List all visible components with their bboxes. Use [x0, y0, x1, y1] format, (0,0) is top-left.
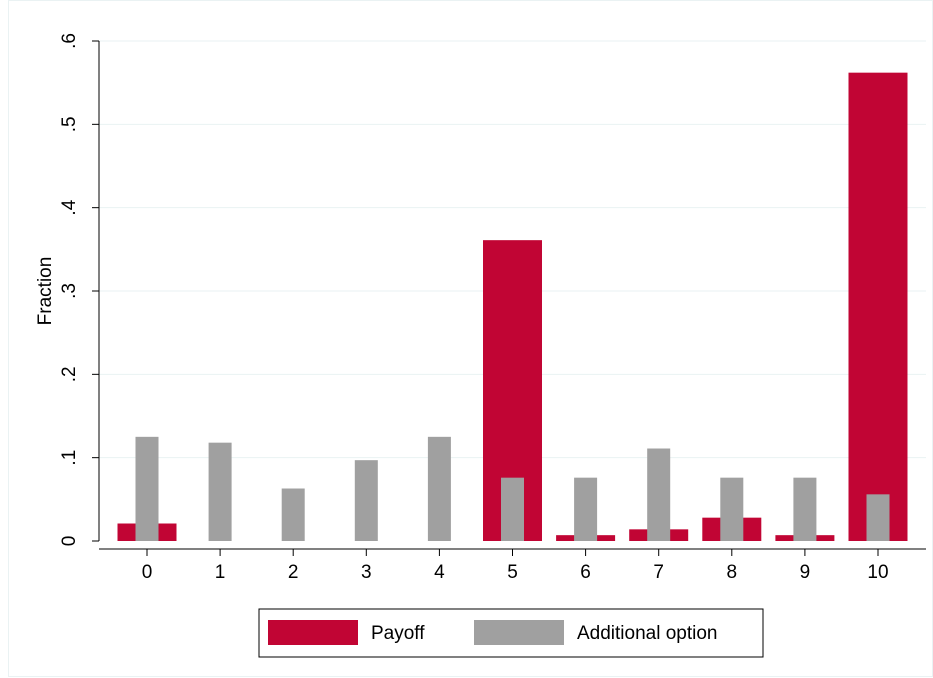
- bar-additional-option-3: [354, 460, 378, 541]
- x-tick-label: 3: [361, 562, 372, 583]
- y-tick-label: .5: [59, 116, 80, 132]
- y-tick-label: .4: [59, 199, 80, 215]
- x-tick-label: 4: [434, 562, 445, 583]
- legend: Payoff Additional option: [258, 608, 764, 658]
- bar-additional-option-8: [720, 477, 744, 541]
- bar-additional-option-4: [427, 436, 451, 541]
- y-tick-label: .2: [59, 366, 80, 382]
- y-tick-label: .6: [59, 33, 80, 49]
- bars: [117, 72, 908, 542]
- legend-swatch-payoff: [268, 620, 358, 645]
- bar-additional-option-0: [135, 436, 159, 541]
- y-tick-label: 0: [59, 536, 80, 547]
- x-tick-label: 6: [580, 562, 591, 583]
- bar-additional-option-7: [647, 448, 671, 541]
- bar-chart: 0 .1 .2 .3 .4 .5 .6 0 1 2 3 4 5 6 7 8 9 10 Fraction Payof…: [35, 33, 926, 658]
- x-tick-label: 2: [288, 562, 299, 583]
- x-tick-label: 0: [142, 562, 153, 583]
- y-tick-label: .1: [59, 450, 80, 466]
- x-tick-label: 1: [215, 562, 226, 583]
- bar-additional-option-5: [500, 477, 525, 541]
- y-tick-label: .3: [59, 283, 80, 299]
- bar-additional-option-6: [574, 477, 598, 541]
- x-tick-label: 10: [867, 562, 888, 583]
- x-tick-label: 5: [507, 562, 518, 583]
- x-tick-label: 7: [653, 562, 664, 583]
- bar-additional-option-2: [281, 488, 305, 541]
- bar-additional-option-9: [793, 477, 817, 541]
- y-axis-title: Fraction: [35, 257, 56, 326]
- legend-swatch-additional-option: [474, 620, 564, 645]
- legend-label-additional-option: Additional option: [577, 623, 718, 644]
- chart-frame: 0 .1 .2 .3 .4 .5 .6 0 1 2 3 4 5 6 7 8 9 10 Fraction Payof…: [8, 0, 933, 677]
- axes: 0 .1 .2 .3 .4 .5 .6 0 1 2 3 4 5 6 7 8 9 10: [59, 33, 926, 583]
- x-tick-label: 8: [727, 562, 738, 583]
- bar-payoff-10: [848, 72, 908, 542]
- x-tick-label: 9: [800, 562, 811, 583]
- bar-additional-option-1: [208, 442, 232, 541]
- bar-additional-option-10: [866, 494, 890, 541]
- legend-label-payoff: Payoff: [371, 623, 425, 644]
